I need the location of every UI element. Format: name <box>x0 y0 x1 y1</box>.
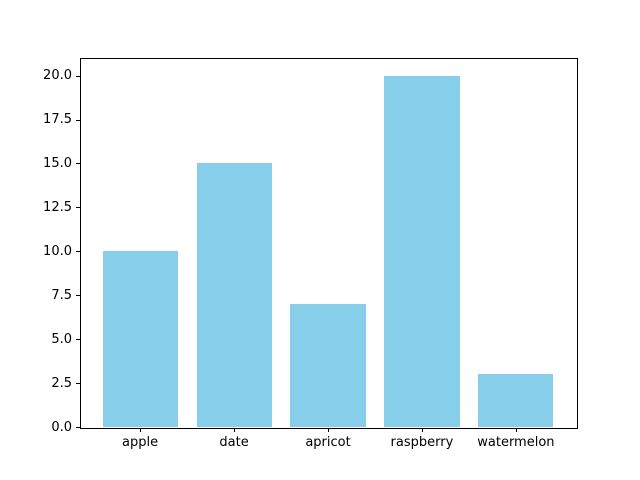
x-tick-label-raspberry: raspberry <box>390 435 454 450</box>
x-tick-mark <box>515 428 517 432</box>
bar-apricot <box>290 304 366 427</box>
y-tick-label: 2.5 <box>51 375 72 391</box>
bar-date <box>196 163 272 427</box>
y-tick-label: 0.0 <box>51 419 72 435</box>
bar-apple <box>102 251 178 427</box>
y-tick-label: 17.5 <box>43 112 72 127</box>
x-tick-label-apple: apple <box>122 435 159 450</box>
y-tick-label: 5.0 <box>51 331 72 347</box>
y-tick-mark <box>76 427 80 428</box>
y-tick-mark <box>76 295 80 297</box>
y-tick-label: 12.5 <box>43 199 72 215</box>
x-tick-label-date: date <box>219 435 249 450</box>
bar-watermelon <box>478 374 554 427</box>
y-tick-mark <box>76 339 80 341</box>
x-tick-mark <box>234 428 236 432</box>
y-tick-mark <box>76 251 80 253</box>
bar-raspberry <box>384 75 460 427</box>
y-tick-label: 10.0 <box>43 243 72 259</box>
y-tick-mark <box>76 75 80 77</box>
x-tick-label-apricot: apricot <box>305 435 351 450</box>
y-tick-mark <box>76 163 80 165</box>
y-tick-mark <box>76 383 80 385</box>
y-tick-label: 20.0 <box>43 68 72 84</box>
x-tick-mark <box>421 428 423 432</box>
y-tick-label: 7.5 <box>51 287 72 303</box>
x-tick-mark <box>328 428 329 432</box>
x-tick-mark <box>140 428 142 432</box>
x-tick-label-watermelon: watermelon <box>477 435 555 450</box>
y-tick-mark <box>76 207 80 209</box>
y-tick-label: 15.0 <box>43 155 72 171</box>
y-tick-mark <box>76 119 80 121</box>
